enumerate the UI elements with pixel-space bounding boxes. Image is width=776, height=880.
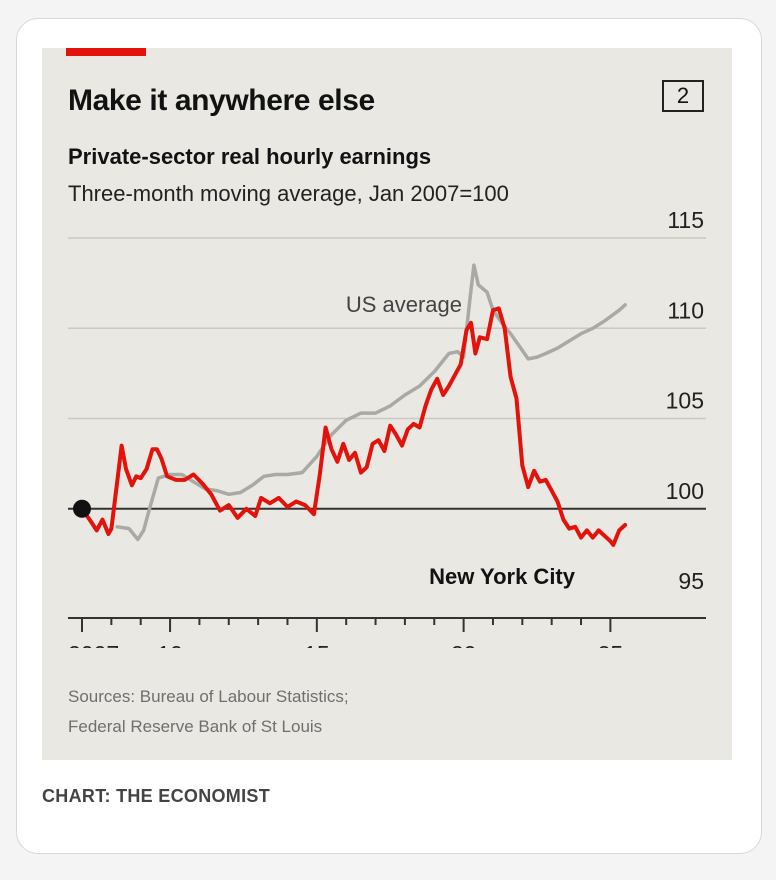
x-tick-label-2025: 25 — [598, 641, 624, 648]
y-tick-label-115: 115 — [667, 207, 704, 233]
chart-number-badge: 2 — [662, 80, 704, 112]
chart-subtitle-note: Three-month moving average, Jan 2007=100 — [68, 181, 509, 206]
y-tick-label-95: 95 — [678, 568, 704, 594]
annotation-new-york-city: New York City — [429, 564, 576, 589]
chart-sources: Sources: Bureau of Labour Statistics; Fe… — [68, 682, 349, 742]
x-tick-label-2010: 10 — [157, 641, 183, 648]
source-line-1: Sources: Bureau of Labour Statistics; — [68, 687, 349, 706]
series-annotations: US average New York City — [346, 292, 576, 589]
y-axis-labels: 95 100 105 110 115 — [666, 207, 704, 594]
start-marker-layer — [73, 499, 91, 518]
chart-title: Make it anywhere else — [68, 84, 375, 117]
x-tick-label-2020: 20 — [451, 641, 477, 648]
annotation-us-average: US average — [346, 292, 462, 317]
x-axis: 2007 10 15 20 25 — [68, 617, 706, 648]
y-tick-label-110: 110 — [667, 297, 704, 323]
x-tick-label-2015: 15 — [304, 641, 330, 648]
x-tick-label-2007: 2007 — [68, 641, 119, 648]
chart-subtitle: Private-sector real hourly earnings — [68, 144, 432, 169]
brand-red-bar — [66, 48, 146, 56]
y-tick-label-100: 100 — [666, 478, 704, 504]
grid-lines — [68, 237, 706, 420]
source-line-2: Federal Reserve Bank of St Louis — [68, 717, 323, 736]
new-york-city-line — [80, 306, 628, 547]
us-average-line — [115, 263, 627, 542]
series-lines — [80, 263, 628, 547]
line-chart: 95 100 105 110 115 2007 10 15 20 25 US average Ne… — [68, 207, 706, 648]
y-tick-label-105: 105 — [666, 388, 704, 414]
chart-panel: Make it anywhere else 2 Private-sector r… — [42, 48, 732, 760]
start-marker-dot — [73, 499, 91, 518]
chart-credit: CHART: THE ECONOMIST — [42, 786, 270, 806]
